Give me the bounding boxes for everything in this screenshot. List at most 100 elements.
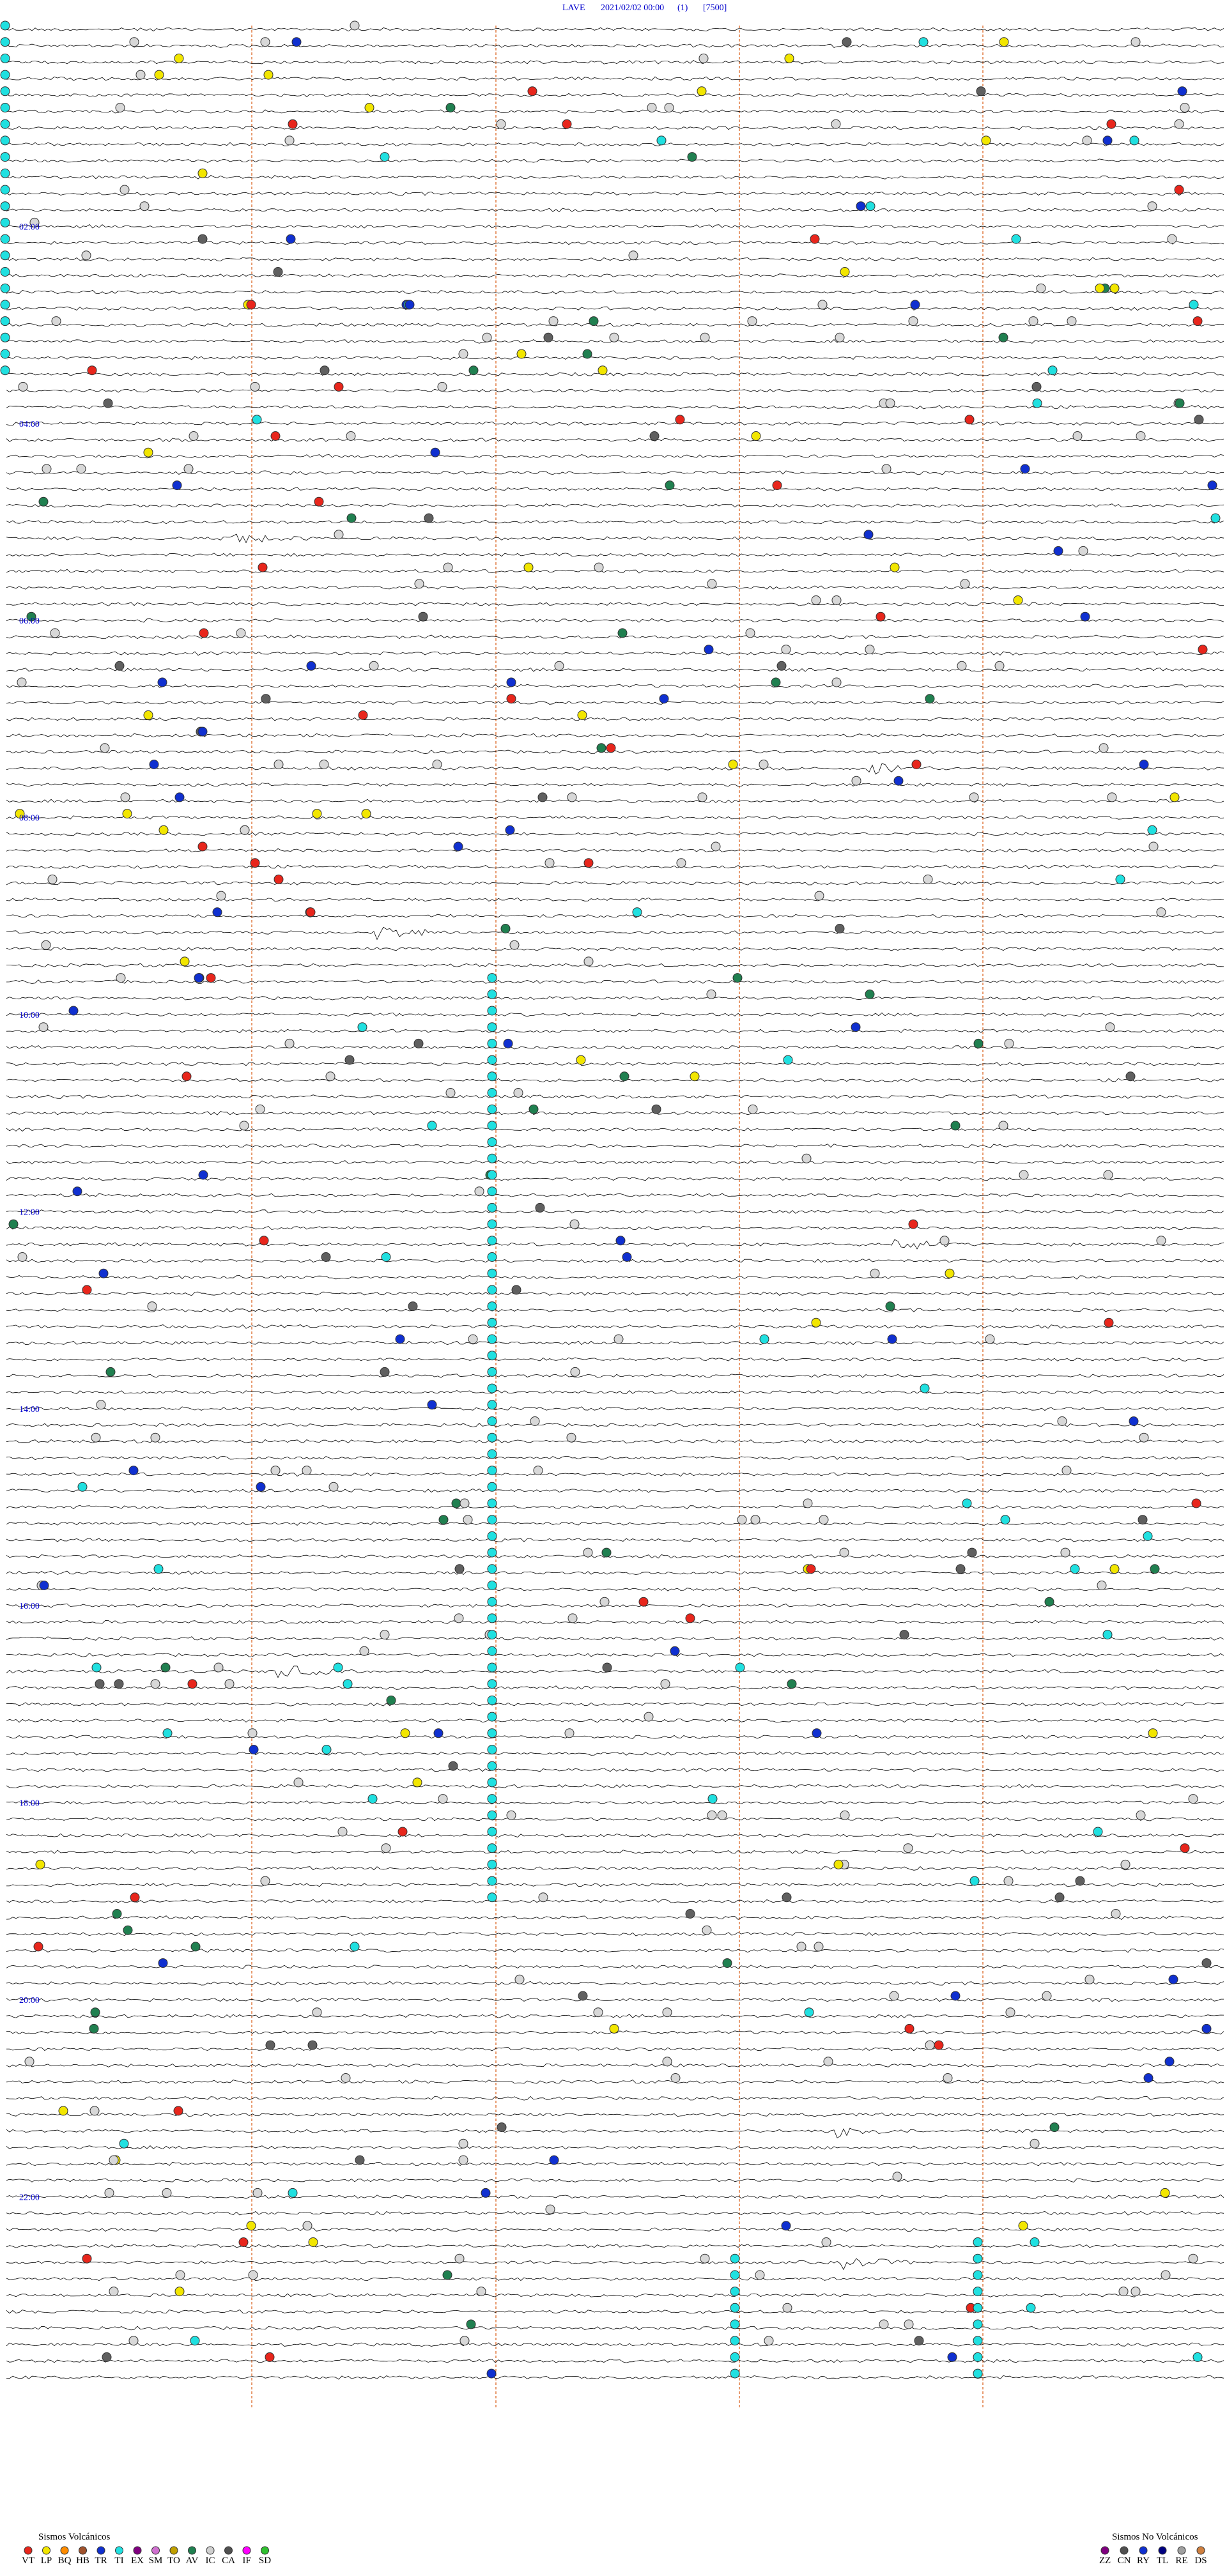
event [260, 37, 270, 47]
event [1061, 1466, 1072, 1476]
trace [6, 405, 1224, 410]
trace [6, 2080, 1224, 2084]
non-volcanic-title: Sismos No Volcánicos [1112, 2532, 1198, 2542]
event [1143, 1531, 1153, 1541]
event [0, 135, 10, 146]
time-label: 20:00 [19, 1996, 40, 2005]
event [879, 2319, 889, 2329]
event [487, 1285, 497, 1295]
event [707, 1810, 717, 1820]
trace [6, 926, 1224, 940]
event [305, 907, 316, 917]
trace [6, 1505, 1224, 1510]
event [831, 119, 841, 129]
event [619, 1071, 629, 1082]
event [0, 168, 10, 178]
trace [6, 306, 1224, 311]
event [38, 1022, 49, 1032]
event [206, 973, 216, 983]
event [487, 1695, 497, 1705]
event [781, 645, 791, 655]
trace [6, 684, 1224, 689]
event [197, 234, 208, 244]
trace [6, 1948, 1224, 1953]
trace [6, 142, 1224, 147]
event [129, 37, 139, 47]
event [759, 1334, 769, 1344]
event [1005, 2007, 1015, 2018]
trace [6, 963, 1224, 968]
event [50, 628, 60, 638]
event [706, 989, 716, 999]
event [527, 86, 537, 96]
event [1019, 1170, 1029, 1180]
event [487, 1466, 497, 1476]
event [438, 1794, 448, 1804]
event [973, 2336, 983, 2346]
event [903, 1843, 913, 1853]
event [0, 217, 10, 227]
event [1188, 1794, 1198, 1804]
event [357, 1022, 367, 1032]
legend-marker [242, 2546, 251, 2555]
event [487, 1400, 497, 1410]
event [602, 1662, 612, 1673]
trace [6, 1603, 1224, 1608]
event [143, 710, 153, 720]
event [0, 70, 10, 80]
trace [6, 1587, 1224, 1591]
trace [6, 700, 1224, 705]
event [1129, 1416, 1139, 1426]
event [1174, 185, 1184, 195]
trace [6, 2342, 1224, 2347]
trace [6, 1488, 1224, 1493]
event [270, 1466, 281, 1476]
trace [6, 1751, 1224, 1756]
event [1150, 1564, 1160, 1574]
trace [6, 1144, 1224, 1148]
event [459, 2336, 470, 2346]
trace [6, 1931, 1224, 1936]
event [58, 2106, 68, 2116]
event [128, 2336, 139, 2346]
event [487, 1137, 497, 1147]
event [730, 2287, 740, 2297]
legend-marker [188, 2546, 196, 2555]
trace [6, 1029, 1224, 1034]
event [487, 1827, 497, 1837]
event [395, 1334, 405, 1344]
event [973, 2237, 983, 2247]
event [863, 530, 874, 540]
event [68, 1006, 79, 1016]
event [1201, 1958, 1212, 1968]
event [487, 1547, 497, 1558]
event [890, 562, 900, 572]
event [302, 2221, 313, 2231]
event [412, 1777, 422, 1788]
event [833, 1859, 844, 1869]
trace [6, 1538, 1224, 1542]
event [548, 316, 559, 326]
event [810, 234, 820, 244]
event [259, 1236, 269, 1246]
event [545, 2204, 555, 2214]
event [973, 2287, 983, 2297]
event [487, 1613, 497, 1623]
trace [6, 1521, 1224, 1526]
event [216, 891, 226, 901]
event [1047, 365, 1058, 376]
event [359, 1646, 369, 1656]
event [1097, 1581, 1107, 1590]
event [284, 135, 295, 146]
event [115, 103, 125, 112]
event [1049, 2122, 1060, 2133]
event [1054, 1892, 1065, 1903]
event [730, 2368, 740, 2379]
event [364, 103, 374, 112]
event [173, 2106, 183, 2116]
event [380, 152, 390, 162]
trace [6, 1718, 1224, 1723]
event [320, 365, 330, 376]
event [38, 496, 49, 507]
